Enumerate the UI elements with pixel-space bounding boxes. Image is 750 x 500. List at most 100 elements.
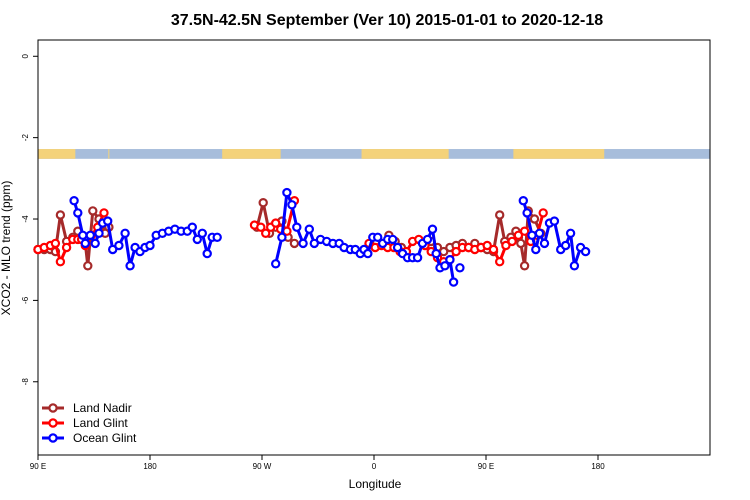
data-point [73,208,83,218]
x-tick-label: 90 W [253,462,272,471]
data-point [539,238,550,249]
data-point [78,230,88,240]
data-point [412,253,423,263]
data-point [282,187,292,198]
x-tick-label: 90 E [30,462,46,471]
data-point [495,257,505,267]
x-axis-label: Longitude [349,477,402,491]
data-point [518,195,529,206]
y-tick-label: -2 [21,134,30,142]
data-point [482,240,492,251]
x-axis: 90 E 180 90 W 0 90 E 180 [30,455,605,471]
data-point [50,238,61,249]
data-point [522,208,532,218]
data-point [309,238,319,249]
map-band-land-1 [108,149,110,159]
data-point [538,208,548,218]
series-layer [33,187,591,287]
data-point [298,238,308,249]
x-tick-label: 180 [591,462,605,471]
data-point [304,224,314,234]
data-point [261,228,271,238]
data-point [388,234,398,245]
data-point [55,257,66,267]
data-point [187,222,197,232]
data-point [363,248,373,259]
data-point [565,228,576,238]
data-point [529,214,540,224]
legend-marker [48,418,58,428]
legend-label: Land Glint [73,416,128,430]
data-point [373,232,383,242]
data-point [488,244,499,255]
map-band-land-0 [38,149,76,159]
data-point [440,261,450,271]
chart-title: 37.5N-42.5N September (Ver 10) 2015-01-0… [171,12,603,29]
data-point [422,234,433,245]
data-point [560,240,571,251]
data-point [197,228,207,238]
data-point [69,195,79,206]
map-band [38,149,710,159]
map-band-land-3 [361,149,449,159]
data-point [527,230,537,240]
data-point [501,240,511,251]
y-tick-label: -8 [21,378,30,386]
data-point [258,197,268,208]
y-tick-label: 0 [21,54,30,59]
data-point [534,228,545,238]
data-point [99,208,109,218]
data-point [55,210,66,220]
data-point [83,261,93,271]
data-point [516,238,526,249]
y-tick-label: -6 [21,296,30,304]
data-point [114,240,124,251]
data-point [495,210,505,220]
data-point [271,218,281,228]
data-point [145,240,155,251]
map-band-land-2 [222,149,281,159]
data-point [448,277,459,287]
data-point [289,238,300,249]
legend-marker [48,403,58,413]
data-point [580,246,591,257]
data-point [94,228,104,238]
data-point [192,234,202,245]
data-point [287,200,297,210]
data-point [451,246,461,257]
data-point [80,238,91,249]
data-point [569,261,580,271]
series-ocean-glint [69,187,591,287]
data-point [212,232,222,242]
data-point [88,206,98,216]
data-point [431,248,441,259]
x-tick-label: 90 E [478,462,494,471]
data-point [427,224,438,234]
data-point [513,230,524,240]
data-point [271,259,281,269]
data-point [61,242,72,253]
data-point [292,222,302,232]
data-point [256,222,266,232]
map-band-land-4 [513,149,605,159]
x-tick-label: 0 [372,462,377,471]
legend-label: Land Nadir [73,401,132,415]
data-point [107,244,118,255]
data-point [519,261,530,271]
data-point [277,232,287,242]
data-point [519,226,530,236]
data-point [392,242,403,253]
legend-marker [48,433,58,443]
y-axis: 0 -2 -4 -6 -8 [21,54,38,386]
y-tick-label: -4 [21,215,30,223]
data-point [125,261,135,271]
data-point [202,248,212,259]
legend-label: Ocean Glint [73,431,137,445]
data-point [455,263,465,273]
y-axis-label: XCO2 - MLO trend (ppm) [0,181,13,316]
x-tick-label: 180 [143,462,157,471]
data-point [102,216,113,226]
data-point [85,230,96,240]
